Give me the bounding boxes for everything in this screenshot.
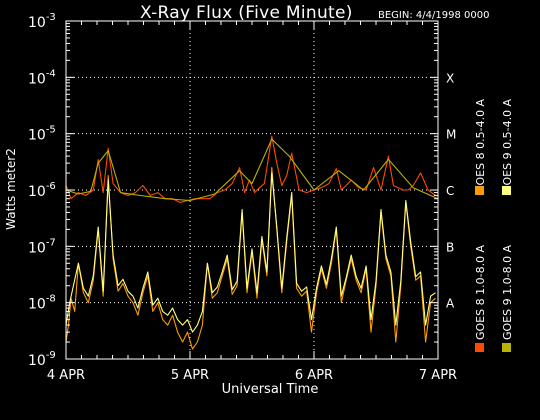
series-line-0 [65, 135, 436, 204]
begin-date-label: BEGIN: 4/4/1998 0000 [378, 10, 490, 21]
y-tick-label-base: 10 [28, 184, 46, 200]
y-tick-label-base: 10 [28, 71, 46, 87]
y-tick-label-base: 10 [28, 240, 46, 256]
series-line-3 [65, 172, 436, 333]
series-line-1 [65, 167, 436, 350]
legend-goes8-short-label: GOES 8 0.5-4.0 A [474, 98, 487, 194]
flare-class-label: B [446, 240, 454, 254]
y-tick-label-exponent: -3 [46, 12, 56, 23]
y-tick-label-base: 10 [28, 15, 46, 31]
y-tick-label-exponent: -8 [46, 294, 56, 305]
legend-swatch-goes9-short [502, 186, 511, 195]
legend-swatch-goes8-long [475, 343, 484, 352]
legend-goes9-short-label: GOES 9 0.5-4.0 A [501, 98, 514, 194]
y-axis-label: Watts meter2 [4, 148, 18, 230]
y-tick-label-base: 10 [28, 297, 46, 313]
y-tick-label-exponent: -4 [46, 68, 56, 79]
y-tick-label: 10-6 [28, 181, 56, 200]
legend-goes8-long-label: GOES 8 1.0-8.0 A [474, 244, 487, 340]
y-tick-label: 10-4 [28, 68, 56, 87]
flare-class-label: C [446, 184, 454, 198]
y-tick-label: 10-3 [28, 12, 56, 31]
y-tick-label-exponent: -6 [46, 181, 56, 192]
y-tick-label-exponent: -9 [46, 350, 56, 361]
legend-swatch-goes8-short [475, 186, 484, 195]
legend-goes9-long-label: GOES 9 1.0-8.0 A [501, 244, 514, 340]
y-tick-label-exponent: -7 [46, 237, 56, 248]
y-tick-label: 10-7 [28, 237, 56, 256]
x-axis-label: Universal Time [221, 382, 319, 397]
y-tick-label-base: 10 [28, 353, 46, 369]
legend-goes8-long: GOES 8 1.0-8.0 A [474, 245, 487, 340]
legend-goes9-long: GOES 9 1.0-8.0 A [501, 245, 514, 340]
legend-swatch-goes9-long [502, 343, 511, 352]
x-tick-label: 7 APR [419, 368, 457, 383]
y-tick-label-base: 10 [28, 128, 46, 144]
series-line-2 [65, 138, 439, 202]
y-tick-label: 10-8 [28, 294, 56, 313]
legend-goes9-short: GOES 9 0.5-4.0 A [501, 99, 514, 194]
y-tick-label-exponent: -5 [46, 125, 56, 136]
y-tick-label: 10-5 [28, 125, 56, 144]
y-tick-label: 10-9 [28, 350, 56, 369]
x-tick-label: 4 APR [47, 368, 85, 383]
x-tick-label: 6 APR [295, 368, 333, 383]
x-tick-label: 5 APR [171, 368, 209, 383]
chart-title: X-Ray Flux (Five Minute) [140, 3, 353, 23]
legend-goes8-short: GOES 8 0.5-4.0 A [474, 99, 487, 194]
flare-class-label: M [446, 128, 456, 142]
flare-class-label: A [446, 297, 455, 311]
flare-class-label: X [446, 71, 454, 85]
